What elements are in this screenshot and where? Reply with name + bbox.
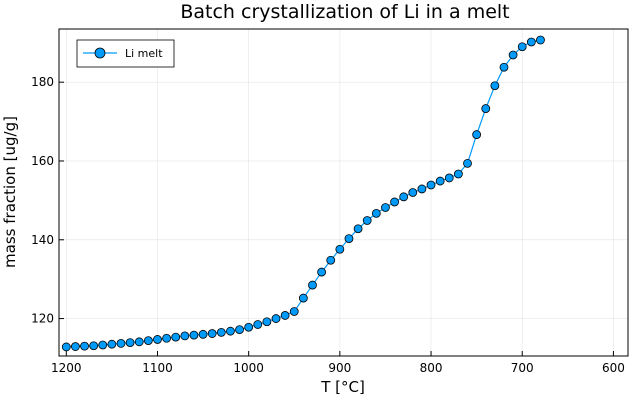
x-tick-label: 1100 <box>142 361 173 375</box>
x-tick-label: 600 <box>602 361 625 375</box>
y-tick-label: 160 <box>31 154 54 168</box>
data-point <box>125 338 135 348</box>
data-point <box>408 188 418 197</box>
data-point <box>89 341 99 351</box>
data-point <box>399 192 409 202</box>
data-point <box>280 311 290 320</box>
data-point <box>362 216 372 225</box>
data-point <box>198 329 208 339</box>
y-axis-ticks: 120 140 160 180 <box>31 75 64 326</box>
data-point <box>371 208 381 218</box>
data-point <box>353 224 363 234</box>
legend-label: Li melt <box>125 47 163 60</box>
data-point <box>162 333 171 343</box>
data-point <box>444 173 454 183</box>
chart-title: Batch crystallization of Li in a melt <box>180 1 509 23</box>
data-point <box>499 62 509 72</box>
data-point <box>116 338 126 348</box>
data-point <box>298 293 308 303</box>
data-point <box>98 340 108 350</box>
x-tick-label: 700 <box>511 361 534 375</box>
y-axis-label: mass fraction [ug/g] <box>1 116 19 268</box>
data-point <box>381 203 390 212</box>
data-point <box>271 314 281 323</box>
data-point <box>235 325 244 335</box>
data-point <box>426 180 436 190</box>
plot-frame <box>58 28 629 357</box>
data-point <box>253 320 263 329</box>
data-point <box>308 280 317 290</box>
data-point <box>517 42 527 52</box>
x-tick-label: 800 <box>420 361 443 375</box>
data-point <box>244 322 254 332</box>
data-point <box>80 341 89 351</box>
data-point <box>317 267 327 277</box>
data-point <box>143 336 153 346</box>
data-point <box>508 50 518 60</box>
data-point <box>335 244 345 254</box>
x-tick-label: 900 <box>328 361 351 375</box>
y-tick-label: 120 <box>31 312 54 326</box>
data-point <box>390 197 399 207</box>
data-point <box>490 81 500 91</box>
x-axis-label: T [°C] <box>320 378 365 396</box>
data-point <box>344 234 354 243</box>
data-point <box>171 332 181 342</box>
data-point <box>71 342 80 351</box>
y-tick-label: 180 <box>31 75 54 89</box>
legend-marker <box>94 47 106 59</box>
data-point <box>536 35 545 45</box>
y-tick-label: 140 <box>31 233 54 247</box>
data-point <box>417 184 427 194</box>
series-li-melt <box>61 35 545 352</box>
data-point <box>289 307 299 316</box>
data-point <box>180 331 190 341</box>
data-point <box>134 337 144 347</box>
data-point <box>453 169 463 179</box>
data-point <box>189 330 199 340</box>
data-point <box>481 104 491 113</box>
data-point <box>216 327 226 337</box>
data-point <box>226 326 235 336</box>
data-point <box>326 255 336 265</box>
x-tick-label: 1200 <box>51 361 82 375</box>
legend: Li melt <box>76 39 175 68</box>
data-point <box>207 329 217 338</box>
x-axis-ticks: 1200 1100 1000 900 800 700 600 <box>51 351 625 375</box>
x-tick-label: 1000 <box>233 361 264 375</box>
grid <box>59 29 628 356</box>
data-point <box>472 130 482 139</box>
data-point <box>463 158 472 168</box>
data-point <box>435 176 445 186</box>
data-point <box>262 317 272 327</box>
data-point <box>61 342 71 352</box>
data-point <box>107 339 117 349</box>
data-point <box>153 335 162 344</box>
data-point <box>526 37 536 47</box>
